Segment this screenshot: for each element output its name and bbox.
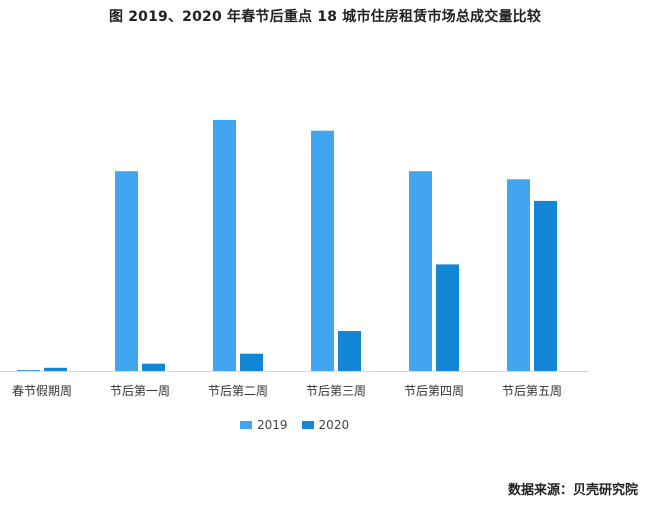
bar-2020-2 — [240, 353, 263, 371]
bar-2019-3 — [311, 130, 334, 371]
bar-2019-2 — [213, 119, 236, 372]
legend-swatch-2020 — [301, 421, 314, 429]
chart-legend: 2019 2020 — [240, 418, 349, 432]
legend-item-2020: 2020 — [301, 418, 350, 432]
bar-2019-0 — [17, 369, 40, 371]
x-tick-label: 节后第一周 — [110, 384, 170, 398]
legend-swatch-2019 — [240, 421, 252, 429]
x-tick-label: 节后第四周 — [404, 384, 464, 398]
x-tick-label: 节后第五周 — [502, 384, 562, 398]
bar-2019-1 — [115, 171, 138, 371]
bar-2020-1 — [142, 363, 165, 371]
legend-label-2020: 2020 — [318, 418, 350, 432]
bar-2020-3 — [338, 331, 361, 371]
x-tick-label: 节后第二周 — [208, 384, 268, 398]
bar-2019-5 — [507, 179, 530, 371]
chart-title: 图 2019、2020 年春节后重点 18 城市住房租赁市场总成交量比较 — [108, 9, 542, 25]
bar-2019-4 — [409, 171, 432, 371]
bar-2020-4 — [436, 264, 459, 372]
bar-2020-0 — [44, 367, 67, 371]
bar-2020-5 — [534, 200, 557, 371]
x-tick-label: 春节假期周 — [12, 384, 72, 398]
legend-item-2019: 2019 — [240, 418, 288, 432]
x-tick-label: 节后第三周 — [306, 384, 366, 398]
data-source: 数据来源：贝壳研究院 — [507, 483, 638, 498]
legend-label-2019: 2019 — [257, 418, 288, 432]
